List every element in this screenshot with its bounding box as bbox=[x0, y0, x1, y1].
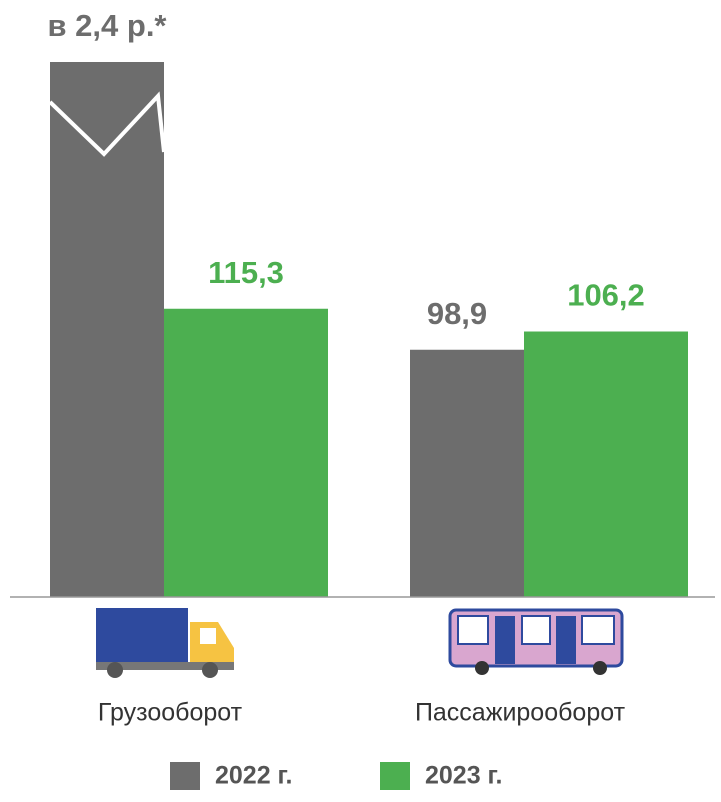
truck-icon bbox=[96, 608, 234, 678]
bus-icon bbox=[448, 608, 624, 675]
bar bbox=[410, 349, 524, 597]
legend-label: 2023 г. bbox=[425, 762, 502, 790]
value-label: 115,3 bbox=[208, 255, 284, 290]
category-label: Грузооборот bbox=[98, 699, 243, 727]
value-label: 98,9 bbox=[427, 296, 487, 331]
bar bbox=[164, 308, 328, 597]
bar bbox=[50, 62, 164, 597]
value-label: 106,2 bbox=[567, 278, 645, 313]
bar bbox=[524, 331, 688, 597]
legend-label: 2022 г. bbox=[215, 762, 292, 790]
category-label: Пассажирооборот bbox=[415, 699, 626, 727]
value-label: в 2,4 р.* bbox=[48, 8, 168, 43]
legend-swatch bbox=[170, 762, 200, 790]
axis-break bbox=[48, 91, 166, 157]
legend-swatch bbox=[380, 762, 410, 790]
